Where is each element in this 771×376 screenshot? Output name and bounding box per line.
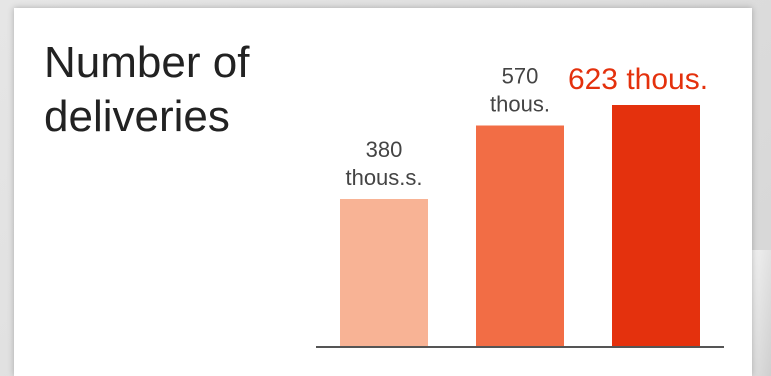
data-label-2: 570 thous. bbox=[490, 64, 550, 117]
data-label-1: 380 thous.s. bbox=[345, 137, 422, 190]
bar-3 bbox=[612, 105, 700, 346]
chart-title: Number of deliveries bbox=[44, 36, 304, 144]
chart-title-line-2: deliveries bbox=[44, 92, 230, 141]
bar-1 bbox=[340, 199, 428, 346]
bar-2 bbox=[476, 125, 564, 346]
page-curl bbox=[752, 250, 771, 376]
data-label-3: 623 thous. bbox=[568, 63, 708, 96]
chart-title-line-1: Number of bbox=[44, 38, 250, 87]
